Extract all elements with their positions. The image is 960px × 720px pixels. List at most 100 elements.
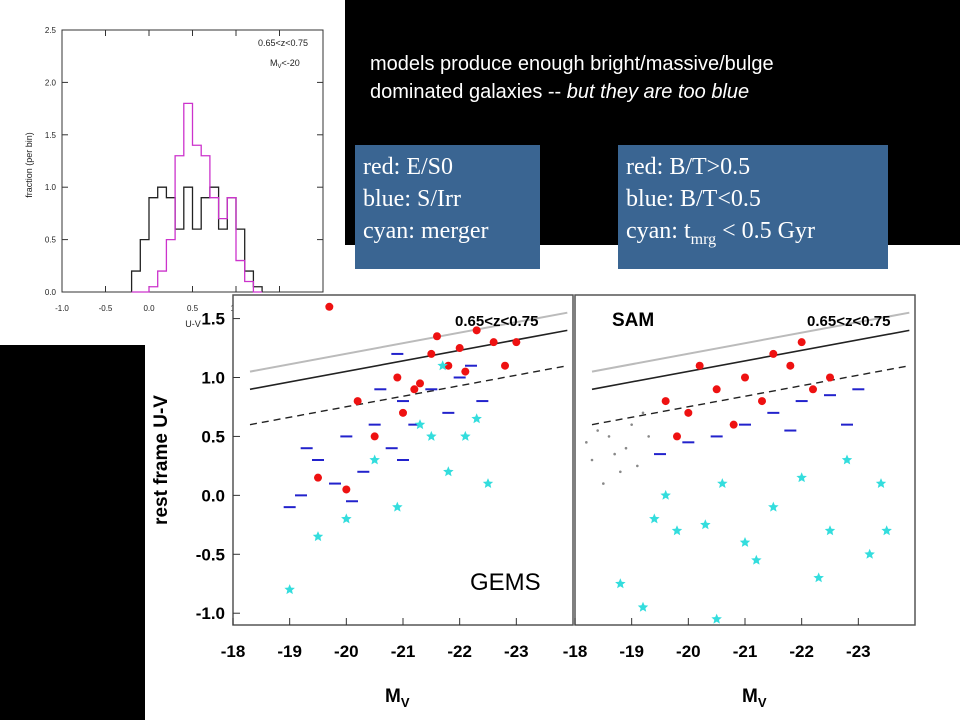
sam-point-cyan: [711, 613, 722, 624]
histogram-ylabel: fraction (per bin): [24, 132, 34, 198]
gems-point-cyan: [312, 531, 324, 542]
histogram-series-magenta: [131, 102, 263, 293]
sam-point-grey: [647, 435, 650, 438]
sam-reference-line-dashed: [591, 365, 910, 426]
gems-point-red: [314, 473, 322, 482]
histogram-xtick-label: -0.5: [99, 304, 113, 313]
scatter-right-xlabel-sub: V: [758, 695, 767, 710]
sam-point-cyan: [739, 537, 751, 547]
gems-point-cyan: [369, 454, 380, 465]
sam-xtick-label: -18: [563, 642, 588, 661]
gems-point-red: [444, 361, 453, 370]
scatter-left-xlabel: MV: [385, 686, 410, 710]
sam-point-red: [786, 361, 795, 370]
sam-xtick-label: -21: [733, 642, 758, 661]
gems-xtick-label: -18: [221, 642, 246, 661]
gems-point-red: [472, 326, 481, 335]
scatter-right-annotation: 0.65<z<0.75: [807, 313, 890, 330]
histogram-chart: -1.0-0.50.00.51.01.52.00.00.51.01.52.02.…: [0, 0, 345, 345]
gems-point-red: [342, 485, 351, 494]
sam-point-grey: [619, 470, 622, 474]
sam-point-grey: [590, 458, 594, 462]
gems-ytick-label: 1.5: [201, 310, 225, 329]
gems-point-cyan: [471, 413, 482, 424]
sam-point-red: [695, 361, 704, 370]
sam-point-cyan: [717, 478, 728, 488]
gems-point-cyan: [392, 501, 403, 512]
sam-reference-line-grey: [591, 311, 910, 373]
sam-point-grey: [624, 446, 628, 450]
gems-point-red: [370, 432, 379, 441]
gems-ytick-label: -1.0: [196, 604, 225, 623]
gems-point-cyan: [284, 584, 295, 595]
histogram-annotation-line-2-sub: V: [278, 64, 282, 70]
scatter-ylabel: rest frame U-V: [151, 395, 172, 525]
sam-xtick-label: -20: [676, 642, 701, 661]
scatter-left-xlabel-sub: V: [401, 695, 410, 710]
gems-panel-label: GEMS: [470, 569, 541, 596]
sam-point-grey: [641, 411, 645, 415]
sam-point-cyan: [864, 548, 875, 559]
sam-xtick-label: -19: [619, 642, 644, 661]
histogram-ytick-label: 1.0: [45, 183, 57, 192]
legend-right-line-2: blue: B/T<0.5: [626, 186, 761, 212]
sam-point-cyan: [768, 501, 779, 512]
gems-point-cyan: [460, 430, 471, 441]
legend-left-line-2: blue: S/Irr: [363, 186, 461, 212]
sam-point-red: [729, 420, 738, 429]
gems-point-red: [433, 332, 441, 341]
sam-point-cyan: [637, 601, 649, 612]
gems-ytick-label: 0.5: [201, 427, 225, 446]
gems-reference-line-dashed: [249, 365, 568, 426]
legend-right-line-3-prefix: cyan: t: [626, 218, 691, 244]
histogram-ytick-label: 2.0: [45, 78, 57, 87]
histogram-annotation-line-2-suffix: <-20: [282, 58, 300, 68]
sam-point-red: [826, 373, 834, 382]
histogram-ytick-label: 0.0: [45, 288, 57, 297]
gems-point-cyan: [482, 478, 494, 488]
gems-point-red: [461, 367, 470, 376]
headline-line-2-italic: but they are too blue: [566, 81, 750, 103]
sam-point-red: [769, 349, 778, 358]
sam-panel-label: SAM: [612, 310, 654, 331]
gems-point-red: [393, 373, 402, 382]
headline-line-1: models produce enough bright/massive/bul…: [370, 53, 774, 75]
scatter-right-xlabel: MV: [742, 686, 767, 710]
sam-reference-line-solid: [591, 329, 910, 391]
gems-point-red: [325, 302, 334, 311]
sam-point-grey: [585, 441, 588, 444]
legend-right-line-3-sub: mrg: [690, 230, 717, 248]
headline-line-2-plain: dominated galaxies --: [370, 81, 567, 103]
gems-ytick-label: 0.0: [201, 486, 225, 505]
scatter-left-xlabel-main: M: [385, 686, 401, 707]
histogram-annotation-line-1: 0.65<z<0.75: [258, 38, 308, 48]
legend-left-line-3: cyan: merger: [363, 218, 489, 244]
sam-point-red: [712, 385, 721, 394]
gems-point-red: [416, 379, 424, 388]
gems-point-red: [489, 338, 498, 347]
sam-point-cyan: [700, 519, 711, 530]
sam-point-cyan: [660, 489, 671, 500]
histogram-ytick-label: 0.5: [45, 236, 57, 245]
sam-point-cyan: [649, 513, 660, 524]
gems-point-cyan: [443, 466, 454, 477]
gems-point-red: [512, 338, 521, 347]
sam-point-red: [661, 397, 670, 406]
sam-xtick-label: -23: [846, 642, 871, 661]
legend-left-line-1: red: E/S0: [363, 154, 453, 180]
histogram-xtick-label: 0.5: [187, 304, 199, 313]
scatter-left-annotation: 0.65<z<0.75: [455, 313, 538, 330]
sam-point-cyan: [751, 554, 762, 565]
sam-point-red: [809, 385, 817, 394]
sam-panel-frame: [574, 294, 916, 626]
gems-xtick-label: -23: [504, 642, 529, 661]
sam-point-cyan: [875, 478, 887, 488]
sam-point-cyan: [824, 525, 836, 536]
histogram-series-black: [130, 186, 263, 292]
sam-point-red: [741, 373, 749, 382]
gems-ytick-label: -0.5: [196, 545, 225, 564]
sam-point-cyan: [881, 525, 892, 536]
slide-headline: models produce enough bright/massive/bul…: [370, 50, 950, 106]
sam-point-grey: [596, 429, 599, 432]
sam-point-grey: [630, 423, 633, 426]
